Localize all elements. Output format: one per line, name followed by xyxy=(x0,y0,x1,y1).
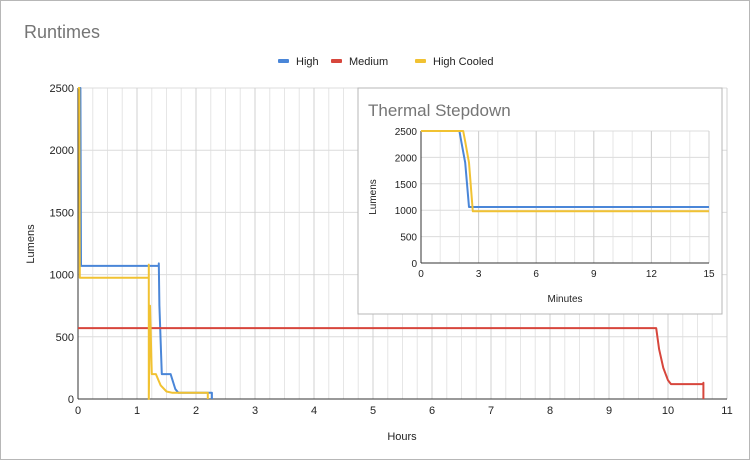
y-tick-label: 1500 xyxy=(50,207,74,219)
y-tick-label: 2000 xyxy=(395,153,418,164)
x-tick-label: 11 xyxy=(721,405,732,417)
y-tick-label: 1000 xyxy=(50,270,74,282)
inset-title: Thermal Stepdown xyxy=(368,101,511,120)
y-tick-label: 2500 xyxy=(395,127,418,138)
inset-frame xyxy=(357,87,723,315)
y-tick-label: 0 xyxy=(411,259,417,270)
legend: High Medium High Cooled xyxy=(278,56,494,68)
x-tick-label: 6 xyxy=(429,405,435,417)
x-tick-label: 1 xyxy=(134,405,140,417)
y-tick-label: 2000 xyxy=(50,145,74,157)
y-tick-label: 2500 xyxy=(50,83,74,95)
y-tick-label: 1500 xyxy=(395,180,418,191)
legend-label: High xyxy=(296,56,319,68)
x-tick-label: 4 xyxy=(311,405,317,417)
x-tick-label: 3 xyxy=(476,269,482,280)
x-tick-label: 9 xyxy=(591,269,597,280)
x-tick-label: 7 xyxy=(488,405,494,417)
inset-plot: 0 500 1000 1500 2000 2500 0 3 6 9 12 15 xyxy=(395,127,715,280)
x-tick-label: 6 xyxy=(533,269,539,280)
legend-swatch-high-cooled xyxy=(415,59,426,63)
legend-label: High Cooled xyxy=(433,56,494,68)
series-line-high-cooled xyxy=(421,130,709,213)
chart-title: Runtimes xyxy=(24,22,100,42)
series-line-medium xyxy=(78,327,705,399)
series-line-high xyxy=(78,87,213,399)
x-tick-label: 12 xyxy=(646,269,658,280)
x-tick-label: 0 xyxy=(75,405,81,417)
x-tick-label: 5 xyxy=(370,405,376,417)
y-axis-label: Lumens xyxy=(25,224,37,264)
legend-swatch-high xyxy=(278,59,289,63)
x-tick-label: 8 xyxy=(547,405,553,417)
inset-y-axis-label: Lumens xyxy=(368,179,379,215)
y-tick-label: 0 xyxy=(68,394,74,406)
x-tick-label: 15 xyxy=(703,269,715,280)
x-tick-label: 10 xyxy=(662,405,674,417)
y-tick-label: 500 xyxy=(56,332,74,344)
x-tick-label: 3 xyxy=(252,405,258,417)
x-tick-label: 0 xyxy=(418,269,424,280)
x-tick-label: 9 xyxy=(606,405,612,417)
legend-label: Medium xyxy=(349,56,388,68)
y-tick-label: 1000 xyxy=(395,206,418,217)
y-tick-label: 500 xyxy=(400,233,417,244)
x-tick-label: 2 xyxy=(193,405,199,417)
inset-x-axis-label: Minutes xyxy=(547,294,582,305)
legend-swatch-medium xyxy=(331,59,342,63)
x-axis-label: Hours xyxy=(387,431,417,443)
series-line-high-cooled xyxy=(78,87,209,400)
